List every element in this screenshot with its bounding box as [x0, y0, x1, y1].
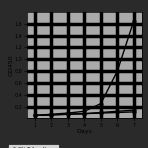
- Legend: 0% Triton X, 0.01% Triton X, 0.001% Triton X: 0% Triton X, 0.01% Triton X, 0.001% Trit…: [8, 144, 59, 148]
- 0% Triton X: [34, 115, 36, 116]
- Line: 0.001% Triton X: 0.001% Triton X: [33, 109, 135, 117]
- 0.01% Triton X: [67, 113, 69, 115]
- Line: 0% Triton X: 0% Triton X: [33, 19, 135, 117]
- 0.01% Triton X: [83, 113, 85, 115]
- 0.001% Triton X: [67, 113, 69, 115]
- 0% Triton X: [67, 112, 69, 114]
- 0% Triton X: [116, 70, 118, 72]
- 0.001% Triton X: [50, 114, 52, 116]
- 0.01% Triton X: [34, 115, 36, 116]
- 0.01% Triton X: [133, 111, 135, 113]
- 0.001% Triton X: [34, 115, 36, 116]
- 0.001% Triton X: [116, 110, 118, 112]
- 0.01% Triton X: [50, 114, 52, 116]
- Line: 0.01% Triton X: 0.01% Triton X: [33, 111, 135, 117]
- X-axis label: Days: Days: [77, 129, 92, 134]
- 0% Triton X: [83, 110, 85, 112]
- 0% Triton X: [50, 113, 52, 115]
- 0% Triton X: [100, 103, 102, 104]
- 0.01% Triton X: [100, 112, 102, 114]
- 0.001% Triton X: [83, 113, 85, 115]
- Y-axis label: OD450: OD450: [8, 54, 13, 76]
- 0.001% Triton X: [133, 109, 135, 111]
- 0.01% Triton X: [116, 112, 118, 113]
- 0% Triton X: [133, 20, 135, 22]
- 0.001% Triton X: [100, 112, 102, 113]
